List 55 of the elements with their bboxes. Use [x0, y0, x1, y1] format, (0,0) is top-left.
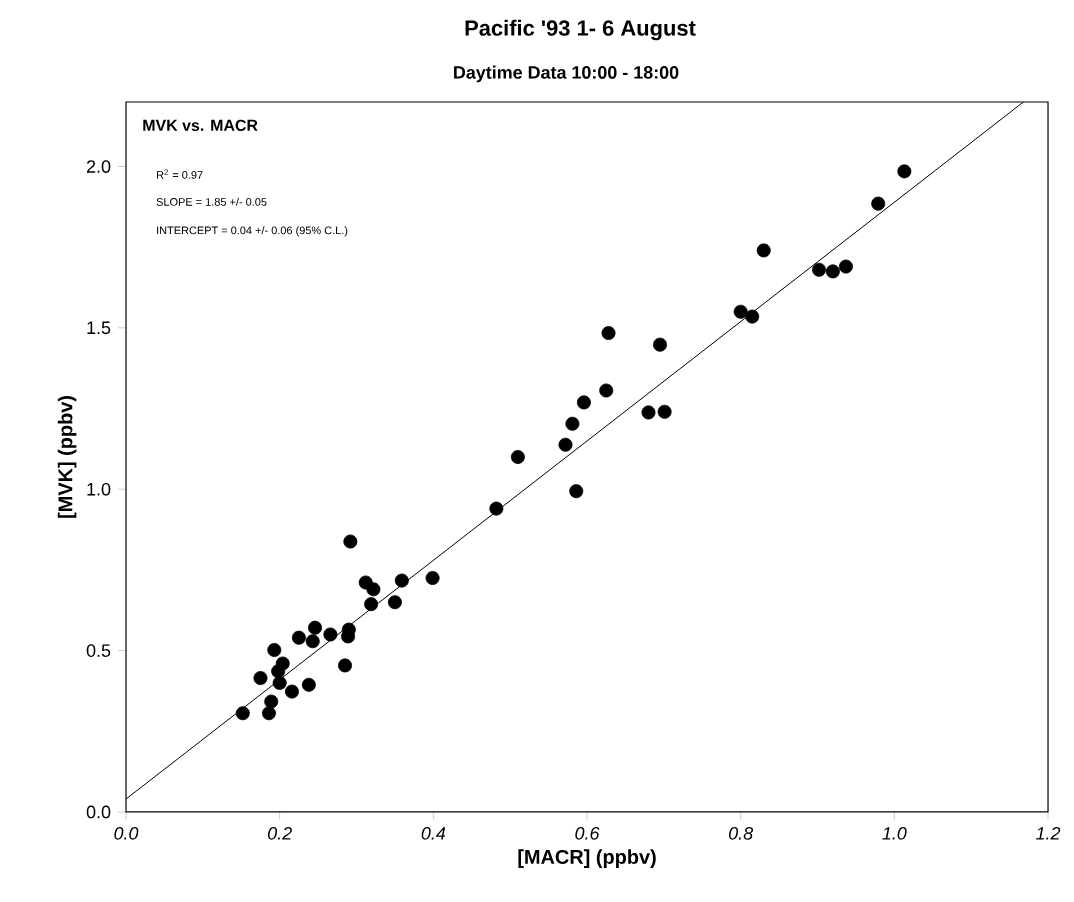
point [599, 383, 614, 398]
point [291, 630, 306, 645]
point [235, 706, 250, 721]
point [489, 501, 504, 516]
point [343, 534, 358, 549]
point [253, 671, 268, 686]
y-axis-title: [MVK] (ppbv) [57, 395, 77, 518]
point [897, 164, 912, 179]
point [812, 262, 827, 277]
point [366, 582, 381, 597]
point [264, 694, 279, 709]
point [272, 675, 287, 690]
x-tick-label: 0.0 [114, 826, 139, 840]
point [323, 627, 338, 642]
point [565, 416, 580, 431]
x-tick-label: 1.2 [1036, 826, 1061, 840]
point [338, 658, 352, 673]
x-tick-label: 0.4 [421, 826, 446, 840]
point [745, 309, 760, 324]
y-tick-label: 1.5 [87, 321, 111, 335]
point [394, 573, 409, 588]
point [576, 395, 591, 410]
x-tick-label: 0.2 [268, 826, 292, 840]
point [425, 571, 440, 585]
point [510, 450, 525, 464]
point [653, 337, 667, 352]
point [267, 642, 282, 657]
point [756, 243, 771, 258]
point [305, 634, 320, 649]
y-tick-label: 0.0 [86, 805, 111, 819]
point [601, 326, 616, 341]
point [301, 677, 316, 692]
point [569, 484, 584, 499]
point [657, 404, 672, 419]
point [261, 706, 276, 721]
x-tick-label: 0.6 [575, 826, 600, 840]
y-tick-label: 2.0 [86, 160, 111, 173]
x-axis-title: [MACR] (ppbv) [518, 849, 656, 868]
point [558, 437, 573, 452]
point [308, 620, 322, 635]
point [364, 597, 379, 612]
chart-subtitle: Daytime Data 10:00 - 18:00 [454, 65, 679, 83]
point [285, 684, 299, 699]
point [825, 264, 840, 279]
point [387, 595, 402, 610]
x-tick-label: 0.8 [729, 826, 754, 840]
point [641, 405, 656, 420]
point [733, 304, 748, 319]
x-tick-label: 1.0 [882, 826, 907, 840]
y-tick-label: 0.5 [86, 644, 111, 657]
point [271, 664, 286, 679]
point [871, 196, 886, 211]
y-tick-label: 1.0 [87, 482, 111, 496]
chart-title: Pacific '93 1- 6 August [465, 19, 696, 41]
point [838, 259, 853, 274]
